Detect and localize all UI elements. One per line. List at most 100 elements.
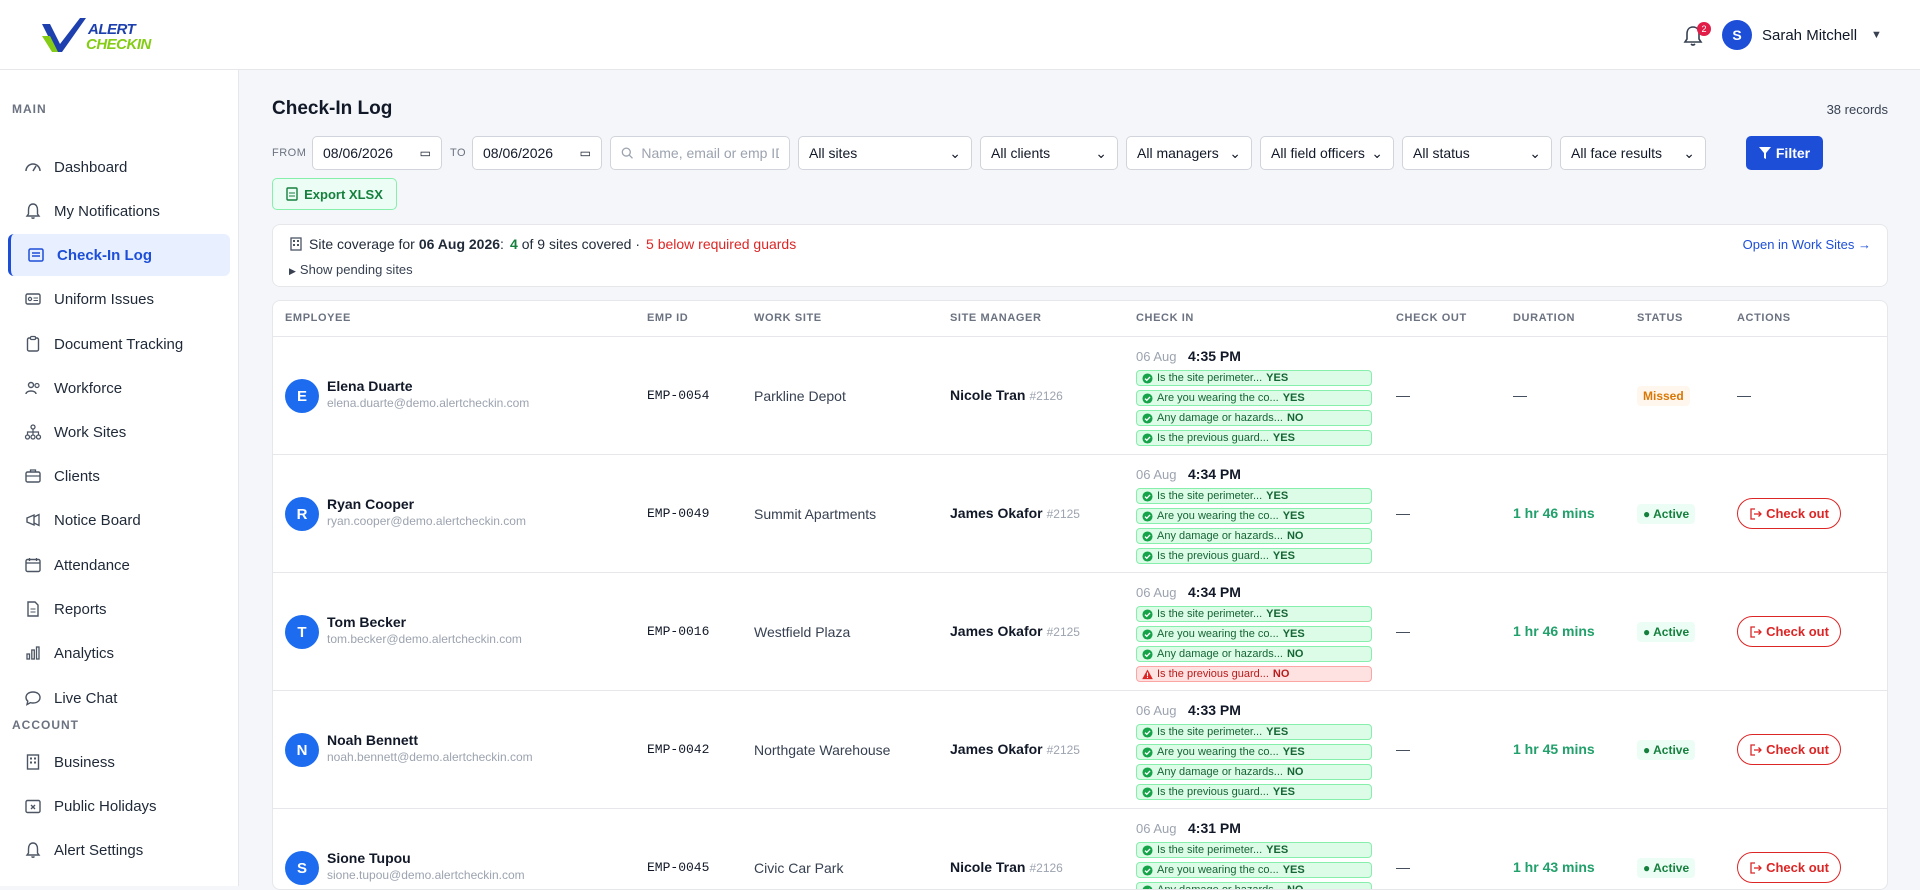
to-date-input[interactable]: 08/06/2026 ▭: [472, 136, 602, 170]
sidebar-item-label: Check-In Log: [57, 247, 152, 264]
employee-name[interactable]: Elena Duarte: [327, 378, 413, 394]
check-out-button[interactable]: Check out: [1737, 852, 1841, 883]
sidebar-item-work-sites[interactable]: Work Sites: [8, 411, 230, 453]
site-manager: James Okafor#2125: [950, 505, 1080, 521]
employee-avatar: N: [285, 733, 319, 767]
duration: 1 hr 45 mins: [1513, 741, 1595, 757]
filter-button[interactable]: Filter: [1746, 136, 1823, 170]
managers-select-value: All managers: [1137, 145, 1219, 161]
sidebar-item-label: My Notifications: [54, 203, 160, 220]
sidebar-item-alert-settings[interactable]: Alert Settings: [8, 829, 230, 871]
calendar-icon: ▭: [580, 146, 591, 160]
site-manager-name: James Okafor: [950, 623, 1043, 639]
face-results-select[interactable]: All face results⌄: [1560, 136, 1706, 170]
work-site: Northgate Warehouse: [754, 742, 890, 758]
answer-value: NO: [1287, 884, 1304, 890]
main-content: Check-In Log 38 records FROM 08/06/2026 …: [240, 70, 1920, 886]
checkin-time: 4:34 PM: [1188, 466, 1241, 482]
sidebar-item-clients[interactable]: Clients: [8, 455, 230, 497]
status-badge: Missed: [1637, 386, 1690, 406]
answer-value: YES: [1283, 628, 1305, 640]
record-count: 38 records: [1827, 102, 1888, 117]
notifications-button[interactable]: 2: [1683, 22, 1707, 48]
chat-icon: [24, 689, 42, 707]
emp-id: EMP-0016: [647, 624, 709, 639]
checkin-question-answer: Is the previous guard... YES: [1136, 548, 1372, 564]
check-out-button[interactable]: Check out: [1737, 734, 1841, 765]
employee-name[interactable]: Noah Bennett: [327, 732, 418, 748]
check-circle-icon: [1142, 609, 1153, 620]
sidebar-item-analytics[interactable]: Analytics: [8, 632, 230, 674]
from-date-input[interactable]: 08/06/2026 ▭: [312, 136, 442, 170]
field-officers-select[interactable]: All field officers⌄: [1260, 136, 1394, 170]
sidebar-item-notice-board[interactable]: Notice Board: [8, 499, 230, 541]
sidebar-item-live-chat[interactable]: Live Chat: [8, 677, 230, 719]
coverage-of-text: of 9 sites covered ·: [522, 236, 640, 252]
question-text: Is the previous guard...: [1157, 432, 1269, 444]
sitemap-icon: [24, 423, 42, 441]
employee-email: sione.tupou@demo.alertcheckin.com: [327, 868, 525, 882]
answer-value: YES: [1273, 432, 1295, 444]
sites-select[interactable]: All sites⌄: [798, 136, 972, 170]
sidebar-item-public-holidays[interactable]: Public Holidays: [8, 785, 230, 827]
megaphone-icon: [24, 511, 42, 529]
employee-avatar: T: [285, 615, 319, 649]
site-manager-name: Nicole Tran: [950, 387, 1025, 403]
search-input[interactable]: Name, email or emp ID...: [610, 136, 790, 170]
sidebar-item-check-in-log[interactable]: Check-In Log: [8, 234, 230, 276]
sidebar-item-reports[interactable]: Reports: [8, 588, 230, 630]
site-manager: Nicole Tran#2126: [950, 859, 1063, 875]
employee-email: noah.bennett@demo.alertcheckin.com: [327, 750, 533, 764]
site-manager: James Okafor#2125: [950, 741, 1080, 757]
status-select[interactable]: All status⌄: [1402, 136, 1552, 170]
question-text: Are you wearing the co...: [1157, 510, 1279, 522]
question-text: Any damage or hazards...: [1157, 530, 1283, 542]
employee-name[interactable]: Ryan Cooper: [327, 496, 414, 512]
caret-right-icon: ▶: [289, 266, 296, 276]
employee-name[interactable]: Sione Tupou: [327, 850, 411, 866]
work-site: Summit Apartments: [754, 506, 876, 522]
sidebar-item-workforce[interactable]: Workforce: [8, 367, 230, 409]
employee-email: elena.duarte@demo.alertcheckin.com: [327, 396, 529, 410]
checkin-question-answer: Is the site perimeter... YES: [1136, 488, 1372, 504]
from-date-value: 08/06/2026: [323, 145, 393, 161]
check-circle-icon: [1142, 511, 1153, 522]
chevron-down-icon: ⌄: [1095, 145, 1107, 162]
sidebar-item-business[interactable]: Business: [8, 741, 230, 783]
check-circle-icon: [1142, 373, 1153, 384]
checkin-question-answer: Is the previous guard... NO: [1136, 666, 1372, 682]
employee-name[interactable]: Tom Becker: [327, 614, 406, 630]
check-out-button[interactable]: Check out: [1737, 616, 1841, 647]
sidebar-item-dashboard[interactable]: Dashboard: [8, 146, 230, 188]
clients-select[interactable]: All clients⌄: [980, 136, 1118, 170]
column-header-site-manager: SITE MANAGER: [950, 312, 1042, 324]
coverage-below-warning: 5 below required guards: [646, 236, 796, 252]
sign-out-icon: [1749, 508, 1762, 520]
top-bar: ALERT CHECKIN 2 S Sarah Mitchell ▼: [0, 0, 1920, 70]
file-spreadsheet-icon: [286, 187, 298, 201]
sidebar-item-attendance[interactable]: Attendance: [8, 544, 230, 586]
check-out-button[interactable]: Check out: [1737, 498, 1841, 529]
show-pending-sites-toggle[interactable]: ▶Show pending sites: [289, 262, 413, 277]
check-circle-icon: [1142, 413, 1153, 424]
check-out-time: —: [1396, 741, 1410, 757]
managers-select[interactable]: All managers⌄: [1126, 136, 1252, 170]
employee-email: ryan.cooper@demo.alertcheckin.com: [327, 514, 526, 528]
sidebar-item-document-tracking[interactable]: Document Tracking: [8, 323, 230, 365]
duration: 1 hr 46 mins: [1513, 505, 1595, 521]
checkin-date: 06 Aug: [1136, 703, 1177, 718]
question-text: Is the previous guard...: [1157, 668, 1269, 680]
user-menu[interactable]: S Sarah Mitchell ▼: [1722, 19, 1882, 51]
export-xlsx-button[interactable]: Export XLSX: [272, 178, 397, 210]
question-text: Is the site perimeter...: [1157, 844, 1262, 856]
open-work-sites-link[interactable]: Open in Work Sites →: [1743, 237, 1871, 252]
site-manager-id: #2126: [1029, 389, 1062, 403]
sidebar-item-uniform-issues[interactable]: Uniform Issues: [8, 278, 230, 320]
sidebar-item-my-notifications[interactable]: My Notifications: [8, 190, 230, 232]
status-badge: ● Active: [1637, 858, 1695, 878]
chevron-down-icon: ⌄: [949, 145, 961, 162]
app-logo[interactable]: ALERT CHECKIN: [40, 16, 160, 56]
question-text: Are you wearing the co...: [1157, 864, 1279, 876]
